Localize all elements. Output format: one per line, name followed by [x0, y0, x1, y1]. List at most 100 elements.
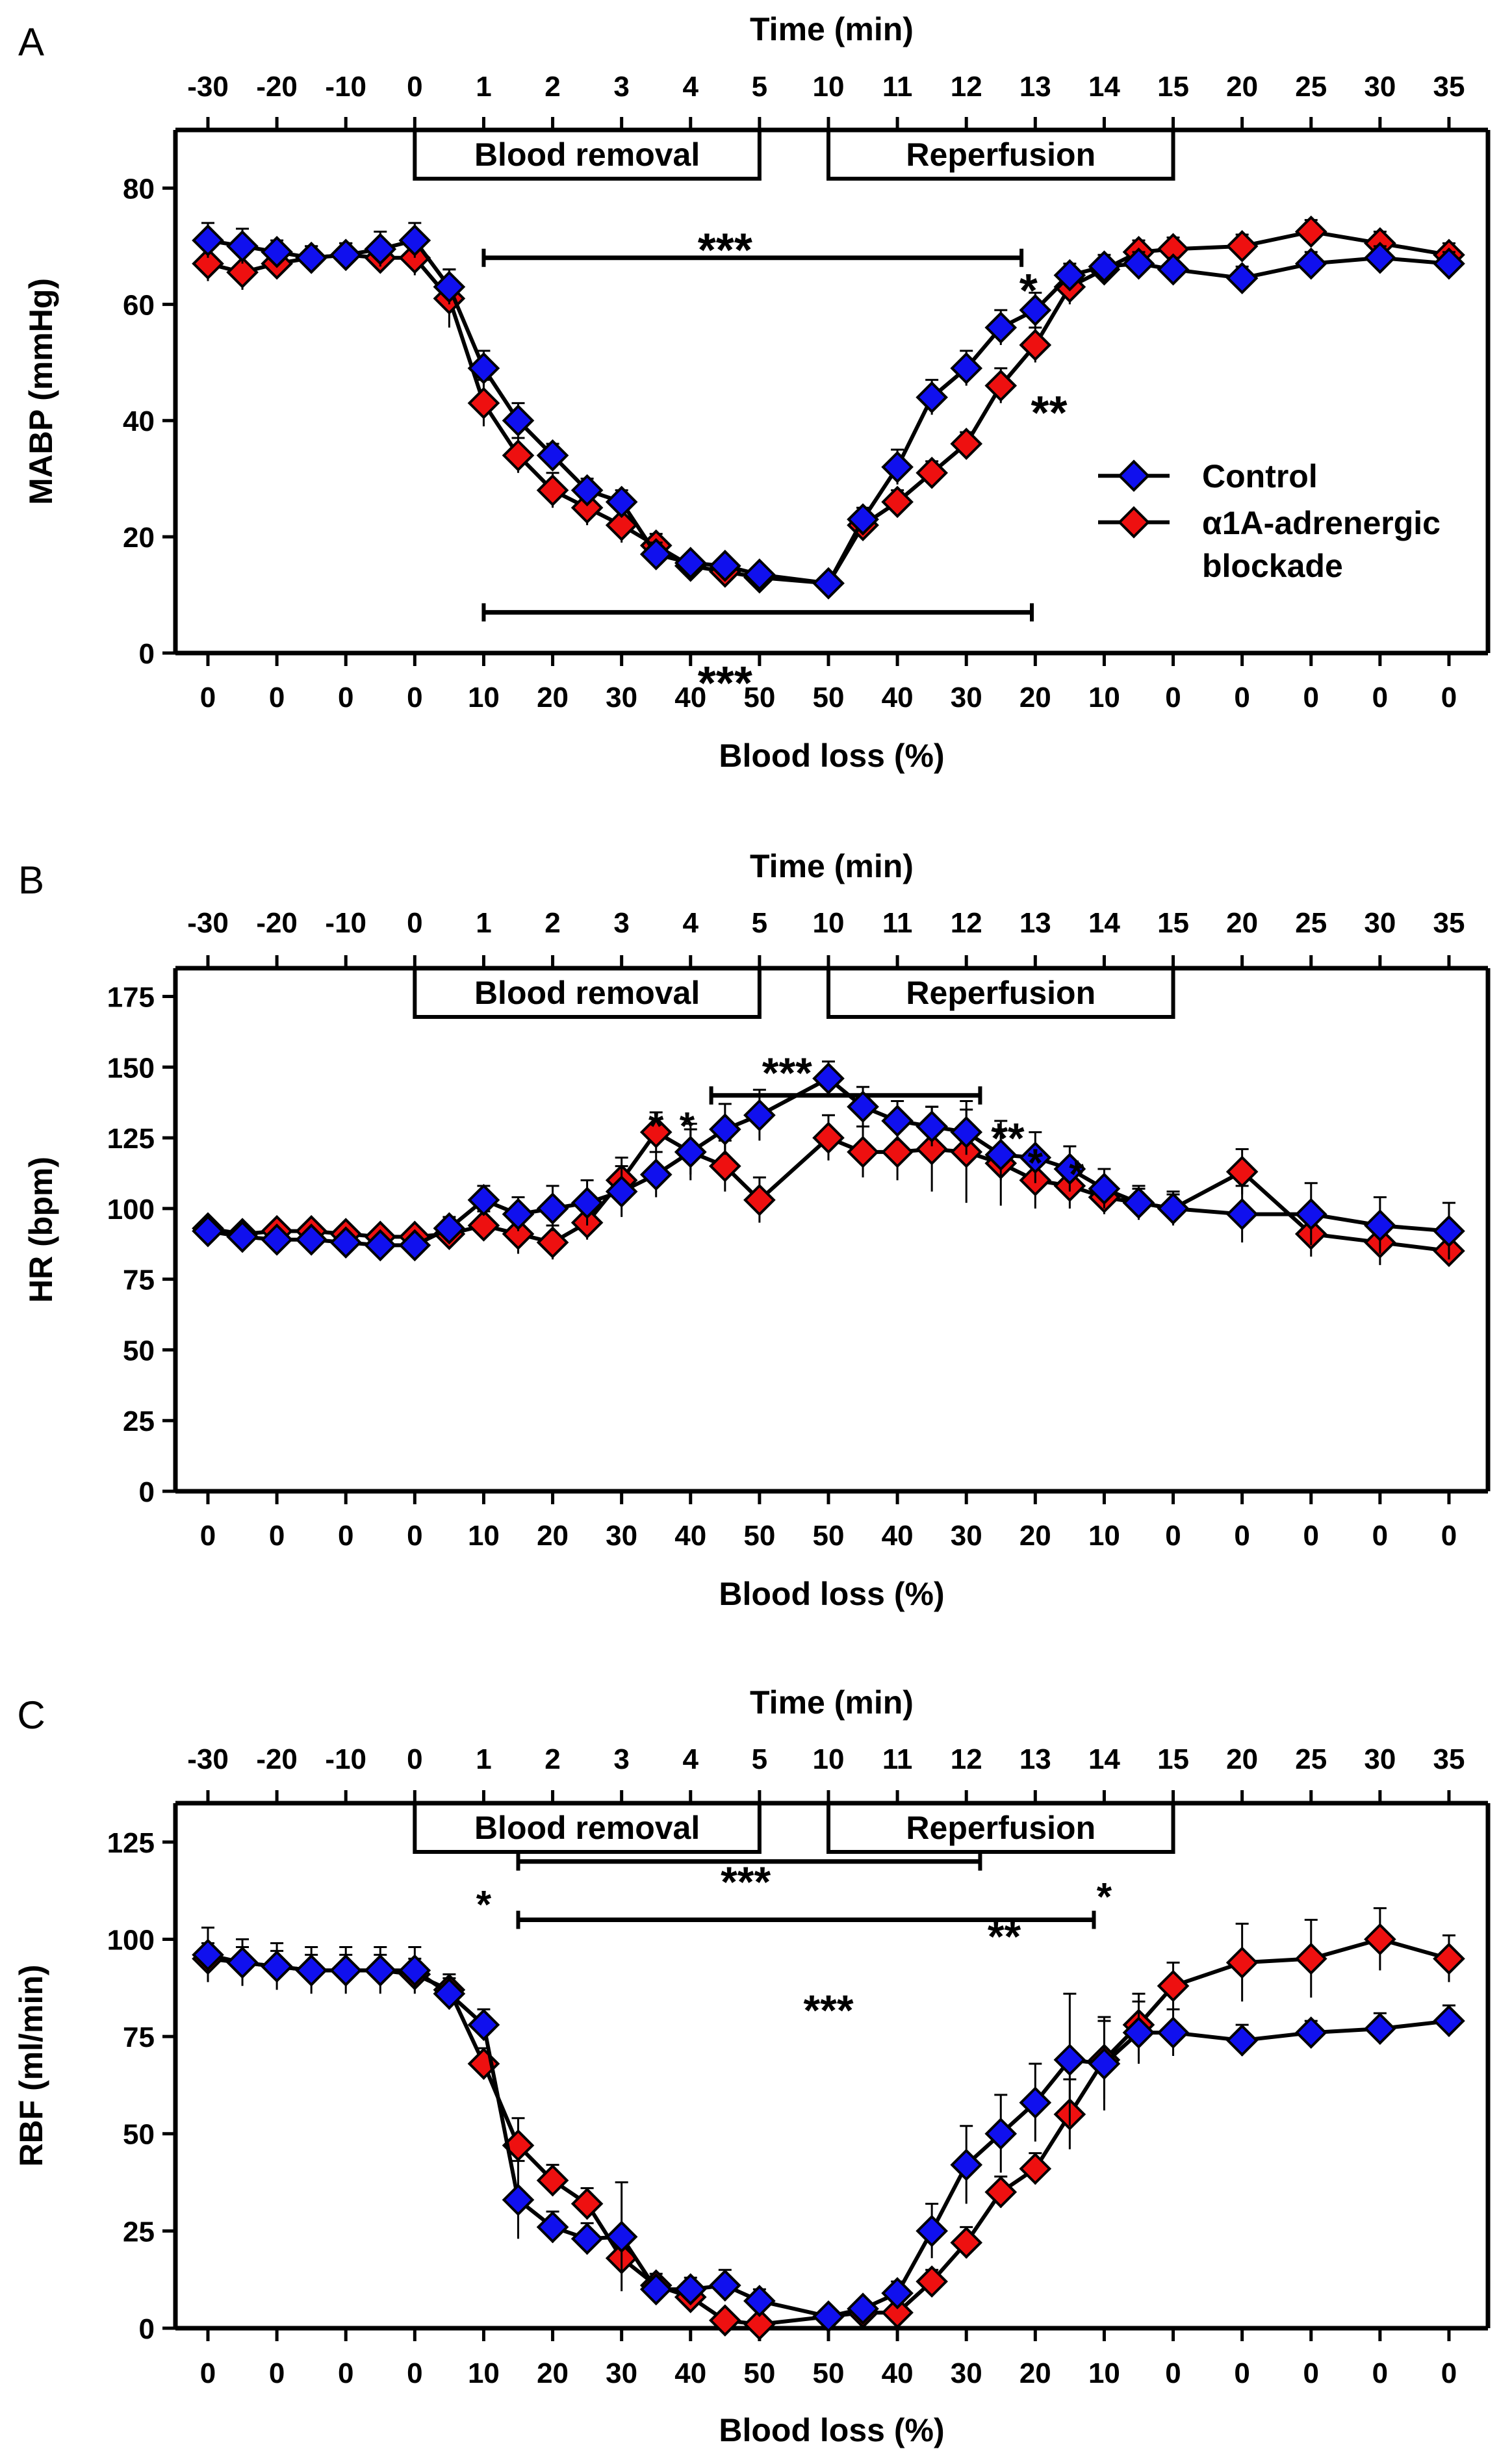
data-point-blockade — [226, 256, 259, 289]
data-point-control — [329, 238, 363, 272]
data-point-control — [916, 381, 948, 414]
data-point-blockade — [536, 2164, 569, 2197]
data-point-control — [433, 1212, 466, 1245]
blood-loss-tick-label: 0 — [1303, 682, 1319, 713]
data-point-control — [226, 1946, 259, 1979]
data-point-control — [1364, 1209, 1396, 1242]
time-axis-title: Time (min) — [750, 1684, 914, 1721]
data-point-control — [329, 1226, 363, 1259]
data-point-blockade — [1225, 230, 1259, 263]
phase-label: Reperfusion — [906, 136, 1096, 173]
phase-box — [826, 968, 1175, 1019]
legend-marker-control — [1118, 459, 1150, 493]
blood-loss-tick-label: 20 — [537, 1520, 569, 1552]
blood-loss-tick-label: 10 — [1088, 2357, 1120, 2389]
blood-loss-tick-label: 40 — [674, 2357, 706, 2389]
blood-loss-tick-label: 30 — [951, 1520, 982, 1552]
significance-asterisk: * — [476, 1883, 492, 1927]
data-point-control — [1088, 250, 1121, 283]
time-tick-label: 30 — [1364, 71, 1396, 103]
data-point-control — [1433, 1214, 1465, 1248]
data-point-control — [1053, 259, 1086, 292]
blood-loss-tick-label: 50 — [743, 682, 775, 713]
data-point-blockade — [812, 1122, 845, 1154]
panel-a: A Time (min)-30 -20 -10 0 1 2 3 4 5 10 11 12 13 14 15 20… — [18, 11, 1491, 774]
significance-asterisk: * — [1028, 1141, 1044, 1185]
legend-label-control: Control — [1202, 458, 1318, 494]
blood-loss-tick-label: 0 — [1234, 2357, 1249, 2389]
data-point-blockade — [950, 428, 983, 460]
data-point-blockade — [1157, 1970, 1190, 2003]
blood-loss-tick-label: 30 — [606, 2357, 637, 2389]
time-tick-label: 11 — [882, 907, 913, 939]
blood-loss-tick-label: 50 — [813, 1520, 845, 1552]
blood-loss-tick-label: 0 — [1303, 1520, 1319, 1552]
data-point-blockade — [708, 2304, 741, 2337]
data-point-control — [812, 2300, 845, 2333]
data-point-control — [433, 270, 466, 303]
y-tick-label: 50 — [123, 1335, 155, 1367]
data-point-control — [847, 2292, 879, 2325]
time-tick-label: -10 — [325, 907, 366, 939]
data-point-control — [881, 2277, 914, 2309]
data-point-control — [916, 1110, 948, 1143]
data-point-control — [605, 2220, 638, 2253]
data-point-control — [398, 1954, 431, 1987]
data-point-control — [192, 224, 224, 257]
data-point-control — [674, 2273, 707, 2305]
data-point-blockade — [881, 2296, 914, 2329]
y-tick-label: 25 — [123, 2216, 155, 2248]
time-tick-label: 12 — [951, 71, 982, 103]
time-tick-label: 20 — [1226, 71, 1258, 103]
blood-loss-tick-label: 0 — [269, 682, 285, 713]
data-point-control — [192, 1214, 224, 1248]
data-point-control — [261, 1950, 293, 1983]
time-axis-title: Time (min) — [750, 848, 914, 884]
blood-loss-tick-label: 0 — [1165, 1520, 1181, 1552]
phase-label: Blood removal — [474, 136, 700, 173]
data-point-control — [950, 1116, 983, 1149]
significance-asterisk: * — [648, 1105, 664, 1148]
time-tick-label: 13 — [1019, 907, 1051, 939]
data-point-blockade — [743, 1183, 776, 1216]
data-point-control — [502, 2183, 535, 2216]
significance-asterisk: *** — [698, 225, 752, 277]
y-tick-label: 80 — [123, 173, 155, 205]
blood-loss-tick-label: 0 — [1234, 682, 1249, 713]
blood-loss-tick-label: 30 — [606, 682, 637, 713]
time-tick-label: -20 — [256, 907, 298, 939]
significance-asterisk: ** — [988, 1912, 1021, 1960]
blood-loss-tick-label: 0 — [338, 2357, 353, 2389]
data-point-control — [398, 1229, 431, 1262]
data-point-control — [226, 1220, 259, 1253]
data-point-control — [192, 1938, 224, 1971]
blood-loss-tick-label: 40 — [882, 2357, 914, 2389]
data-point-control — [847, 1090, 879, 1123]
phase-box — [413, 1803, 762, 1854]
blood-loss-tick-label: 50 — [813, 2357, 845, 2389]
y-tick-label: 60 — [123, 289, 155, 321]
blood-loss-tick-label: 0 — [1441, 2357, 1457, 2389]
blood-loss-axis-title: Blood loss (%) — [719, 1576, 944, 1612]
panel-b: B Time (min)-30 -20 -10 0 1 2 3 4 5 10 11 12 13 14 15 20… — [18, 848, 1491, 1612]
data-point-blockade — [570, 491, 604, 524]
time-tick-label: -10 — [325, 71, 366, 103]
data-point-control — [467, 1183, 500, 1216]
time-tick-label: 12 — [951, 1743, 982, 1775]
panel-letter: B — [18, 858, 44, 902]
time-tick-label: 10 — [813, 71, 845, 103]
y-axis-title: RBF (ml/min) — [13, 1964, 49, 2166]
blood-loss-tick-label: 30 — [606, 1520, 637, 1552]
data-point-control — [1364, 2012, 1396, 2045]
time-tick-label: 4 — [683, 907, 699, 939]
data-point-control — [950, 2148, 983, 2181]
time-tick-label: 2 — [545, 1743, 560, 1775]
data-point-control — [1122, 2016, 1155, 2049]
data-point-control — [226, 230, 259, 263]
y-tick-label: 50 — [123, 2119, 155, 2151]
time-tick-label: -10 — [325, 1743, 366, 1775]
data-point-control — [708, 550, 741, 582]
time-tick-label: 11 — [882, 71, 913, 103]
y-tick-label: 125 — [107, 1827, 155, 1859]
